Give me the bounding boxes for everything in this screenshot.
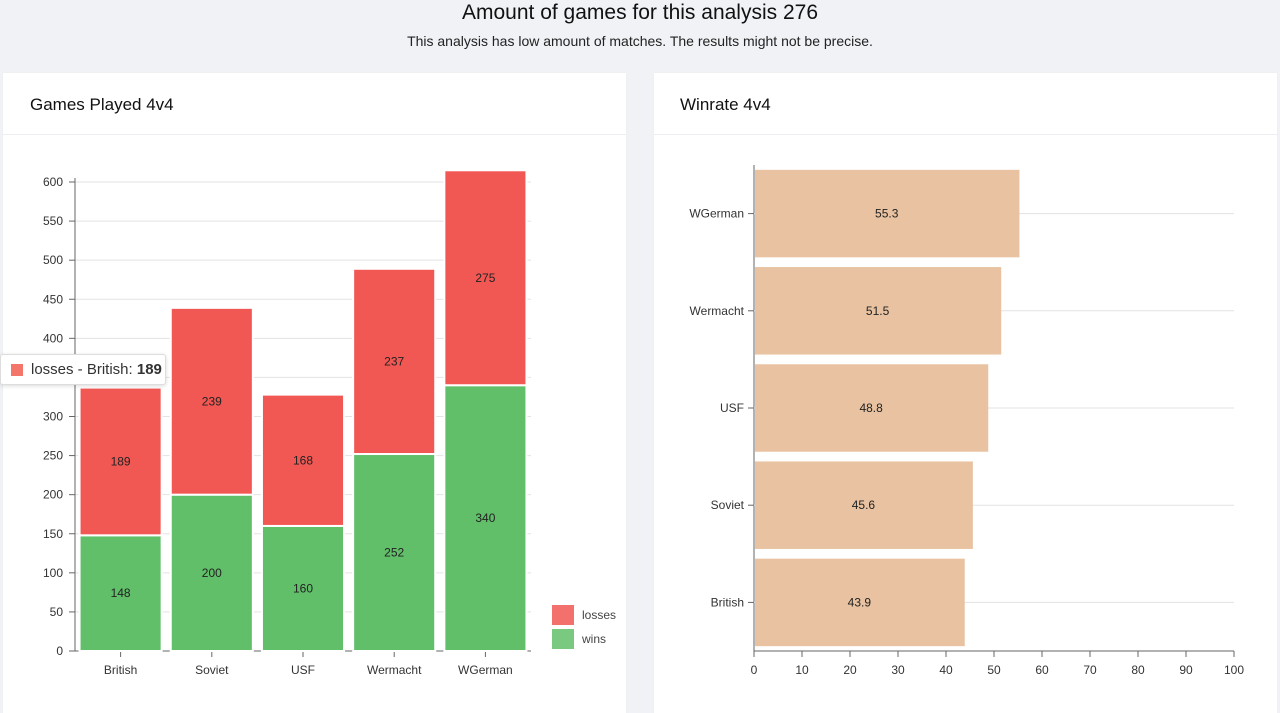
legend-label-losses: losses xyxy=(582,608,616,622)
winrate-bar xyxy=(755,364,989,452)
y-tick-label: USF xyxy=(720,401,744,415)
x-tick-label: 40 xyxy=(939,663,953,677)
bar-losses xyxy=(352,267,437,456)
data-label-wins: 200 xyxy=(202,566,222,580)
chart-tooltip: losses - British: 189 xyxy=(0,354,166,385)
y-tick-label: WGerman xyxy=(689,207,744,221)
tooltip-label: losses - British: xyxy=(31,361,137,378)
legend-label-wins: wins xyxy=(581,632,606,646)
x-tick-label: 90 xyxy=(1179,663,1193,677)
y-tick-label: 150 xyxy=(43,527,63,541)
bar-losses xyxy=(443,169,528,387)
y-tick-label: 600 xyxy=(43,175,63,189)
winrate-card: Winrate 4v4 0 10 20 30 40 50 60 70 80 90 100 WGerma… xyxy=(654,73,1277,713)
data-label-losses: 168 xyxy=(293,453,313,467)
bar-wins xyxy=(443,384,528,652)
winrate-card-header: Winrate 4v4 xyxy=(654,73,1277,135)
legend-swatch-losses xyxy=(552,605,574,625)
x-tick-label: USF xyxy=(291,663,315,677)
x-tick-label: Wermacht xyxy=(367,663,422,677)
x-tick-label: 30 xyxy=(891,663,905,677)
winrate-bar xyxy=(755,169,1020,258)
data-label-winrate: 45.6 xyxy=(852,498,876,512)
games-played-title: Games Played 4v4 xyxy=(30,95,174,114)
bar-wins xyxy=(352,453,437,652)
x-tick-label: 50 xyxy=(987,663,1001,677)
data-label-winrate: 55.3 xyxy=(875,207,899,221)
winrate-bar xyxy=(755,267,1002,355)
x-tick-label: 80 xyxy=(1131,663,1145,677)
bar-wins xyxy=(260,524,346,652)
winrate-chart: 0 10 20 30 40 50 60 70 80 90 100 WGerman 55.3 Wermach… xyxy=(689,165,1244,677)
tooltip-value: 189 xyxy=(136,361,162,378)
x-tick-label: 100 xyxy=(1224,663,1244,677)
data-label-losses: 237 xyxy=(384,354,404,368)
bar-losses xyxy=(78,386,163,537)
winrate-bar xyxy=(755,461,973,549)
data-label-winrate: 51.5 xyxy=(866,304,890,318)
bar-wins xyxy=(169,493,254,652)
games-played-chart: 050100150200250300350400450500550600Brit… xyxy=(43,169,616,677)
data-label-losses: 239 xyxy=(202,394,222,408)
data-label-losses: 189 xyxy=(111,454,131,468)
y-tick-label: 450 xyxy=(43,292,63,306)
legend-swatch-wins xyxy=(552,629,574,649)
y-tick-label: 550 xyxy=(43,214,63,228)
y-tick-label: British xyxy=(711,595,744,609)
data-label-wins: 252 xyxy=(384,546,404,560)
y-tick-label: 250 xyxy=(43,449,63,463)
y-tick-label: 500 xyxy=(43,253,63,267)
winrate-title: Winrate 4v4 xyxy=(680,95,771,114)
y-tick-label: 200 xyxy=(43,488,63,502)
winrate-bar xyxy=(755,558,965,647)
page-title: Amount of games for this analysis 276 xyxy=(461,1,818,24)
games-played-card-header: Games Played 4v4 xyxy=(3,73,626,135)
data-label-winrate: 48.8 xyxy=(859,401,883,415)
data-label-wins: 148 xyxy=(111,586,131,600)
y-tick-label: 50 xyxy=(50,605,64,619)
x-tick-label: 20 xyxy=(843,663,857,677)
bar-losses xyxy=(260,393,346,527)
y-tick-label: Wermacht xyxy=(690,304,745,318)
data-label-wins: 160 xyxy=(293,581,313,595)
tooltip-text: losses - British: 189 xyxy=(31,361,162,378)
data-label-losses: 275 xyxy=(475,271,495,285)
bar-losses xyxy=(169,306,254,496)
x-tick-label: 0 xyxy=(751,663,758,677)
tooltip-swatch xyxy=(11,364,23,376)
data-label-wins: 340 xyxy=(475,511,495,525)
y-tick-label: 0 xyxy=(56,644,63,658)
data-label-winrate: 43.9 xyxy=(848,595,872,609)
y-tick-label: Soviet xyxy=(711,498,745,512)
y-tick-label: 100 xyxy=(43,566,63,580)
page-subtitle: This analysis has low amount of matches.… xyxy=(407,33,873,49)
x-tick-label: 60 xyxy=(1035,663,1049,677)
x-tick-label: WGerman xyxy=(458,663,513,677)
y-tick-label: 400 xyxy=(43,331,63,345)
x-tick-label: 70 xyxy=(1083,663,1097,677)
games-played-card: Games Played 4v4 05010015020025030035040… xyxy=(3,73,626,713)
x-tick-label: Soviet xyxy=(195,663,229,677)
x-tick-label: British xyxy=(104,663,137,677)
y-tick-label: 300 xyxy=(43,410,63,424)
x-tick-label: 10 xyxy=(795,663,809,677)
